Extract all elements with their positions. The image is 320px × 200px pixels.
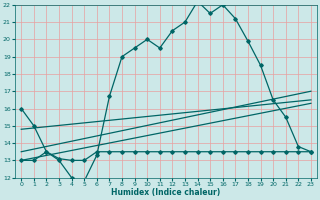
X-axis label: Humidex (Indice chaleur): Humidex (Indice chaleur) bbox=[111, 188, 221, 197]
